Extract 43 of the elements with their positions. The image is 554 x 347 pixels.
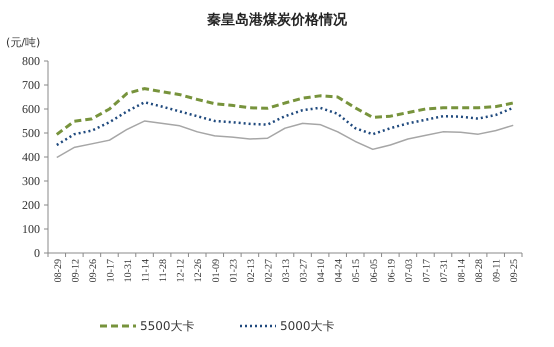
x-tick-label: 11-28	[158, 259, 170, 282]
x-tick-label: 08-29	[52, 259, 64, 282]
legend-label: 5500大卡	[140, 319, 195, 333]
x-tick-label: 03-27	[298, 259, 310, 282]
line-series	[56, 101, 514, 146]
x-tick-label: 02-13	[246, 259, 257, 282]
x-tick-label: 07-03	[404, 259, 415, 282]
chart-title: 秦皇岛港煤炭价格情况	[207, 12, 348, 28]
y-tick-label: 500	[22, 126, 40, 140]
x-tick-label: 08-28	[474, 259, 486, 282]
x-tick-label: 09-11	[492, 259, 503, 282]
y-tick-label: 200	[22, 198, 40, 212]
x-tick-label: 12-26	[193, 259, 204, 282]
legend-label: 5000大卡	[280, 319, 335, 333]
line-series	[56, 120, 514, 158]
x-tick-label: 11-14	[140, 259, 152, 282]
x-tick-label: 09-25	[509, 259, 520, 282]
x-tick-label: 10-31	[123, 259, 134, 282]
y-tick-label: 800	[22, 54, 40, 68]
x-tick-label: 03-13	[281, 259, 292, 282]
x-tick-label: 09-26	[88, 259, 99, 282]
x-tick-label: 08-14	[456, 259, 468, 282]
x-tick-label: 06-19	[386, 259, 398, 282]
x-tick-label: 07-17	[421, 259, 432, 282]
y-tick-label: 100	[22, 222, 40, 236]
x-tick-label: 06-05	[368, 259, 380, 282]
x-tick-label: 01-09	[210, 259, 222, 282]
y-tick-label: 0	[34, 246, 40, 260]
y-tick-label: 300	[22, 174, 40, 188]
x-tick-label: 10-17	[105, 259, 116, 282]
y-tick-label: 400	[22, 150, 40, 164]
x-tick-label: 05-15	[351, 259, 362, 282]
y-axis-title: (元/吨)	[6, 36, 40, 49]
x-tick-label: 04-10	[316, 259, 328, 282]
line-series	[55, 87, 515, 136]
x-tick-label: 04-24	[334, 259, 345, 282]
y-tick-label: 700	[22, 78, 40, 92]
y-tick-label: 600	[22, 102, 40, 116]
x-tick-label: 09-12	[70, 259, 82, 282]
x-tick-label: 01-23	[228, 259, 240, 282]
x-tick-label: 07-31	[439, 259, 450, 282]
x-tick-label: 12-12	[176, 259, 187, 282]
x-tick-label: 02-27	[263, 259, 274, 282]
